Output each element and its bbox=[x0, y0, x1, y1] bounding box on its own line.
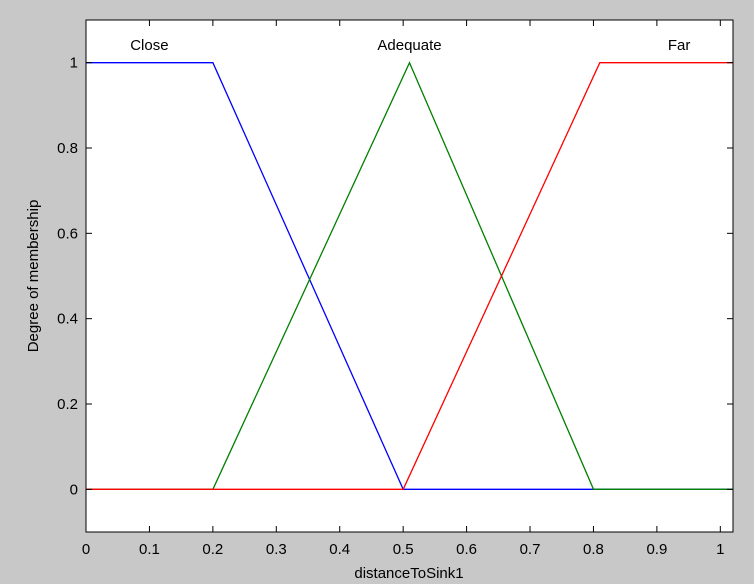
x-tick-label: 0.9 bbox=[646, 541, 667, 558]
x-tick-label: 0.4 bbox=[329, 541, 350, 558]
y-tick-label: 0.6 bbox=[57, 225, 78, 242]
series-line-far bbox=[86, 62, 733, 490]
series-line-close bbox=[86, 62, 733, 490]
y-tick-label: 1 bbox=[70, 55, 78, 72]
x-tick-label: 0.3 bbox=[266, 541, 287, 558]
x-tick-label: 0.2 bbox=[202, 541, 223, 558]
series-labels: Close Adequate Far bbox=[130, 37, 690, 54]
x-tick-label: 0.1 bbox=[139, 541, 160, 558]
x-axis-label: distanceToSink1 bbox=[354, 565, 463, 582]
series-label-far: Far bbox=[668, 37, 691, 54]
x-tick-label: 0.7 bbox=[520, 541, 541, 558]
y-tick-label: 0.4 bbox=[57, 311, 78, 328]
x-tick-label: 0 bbox=[82, 541, 90, 558]
plot-area bbox=[85, 19, 734, 533]
y-tick-label: 0.8 bbox=[57, 140, 78, 157]
x-tick-label: 0.6 bbox=[456, 541, 477, 558]
y-axis-label: Degree of membership bbox=[25, 200, 42, 353]
x-axis-ticks: 0 0.1 0.2 0.3 0.4 0.5 0.6 0.7 0.8 0.9 1 bbox=[82, 20, 724, 558]
y-tick-label: 0 bbox=[70, 481, 78, 498]
x-tick-label: 0.5 bbox=[393, 541, 414, 558]
x-tick-label: 1 bbox=[716, 541, 724, 558]
series-label-adequate: Adequate bbox=[377, 37, 441, 54]
y-tick-label: 0.2 bbox=[57, 396, 78, 413]
x-tick-label: 0.8 bbox=[583, 541, 604, 558]
y-axis-ticks: 0 0.2 0.4 0.6 0.8 1 bbox=[57, 55, 733, 498]
series-layer bbox=[86, 61, 733, 490]
series-label-close: Close bbox=[130, 37, 168, 54]
